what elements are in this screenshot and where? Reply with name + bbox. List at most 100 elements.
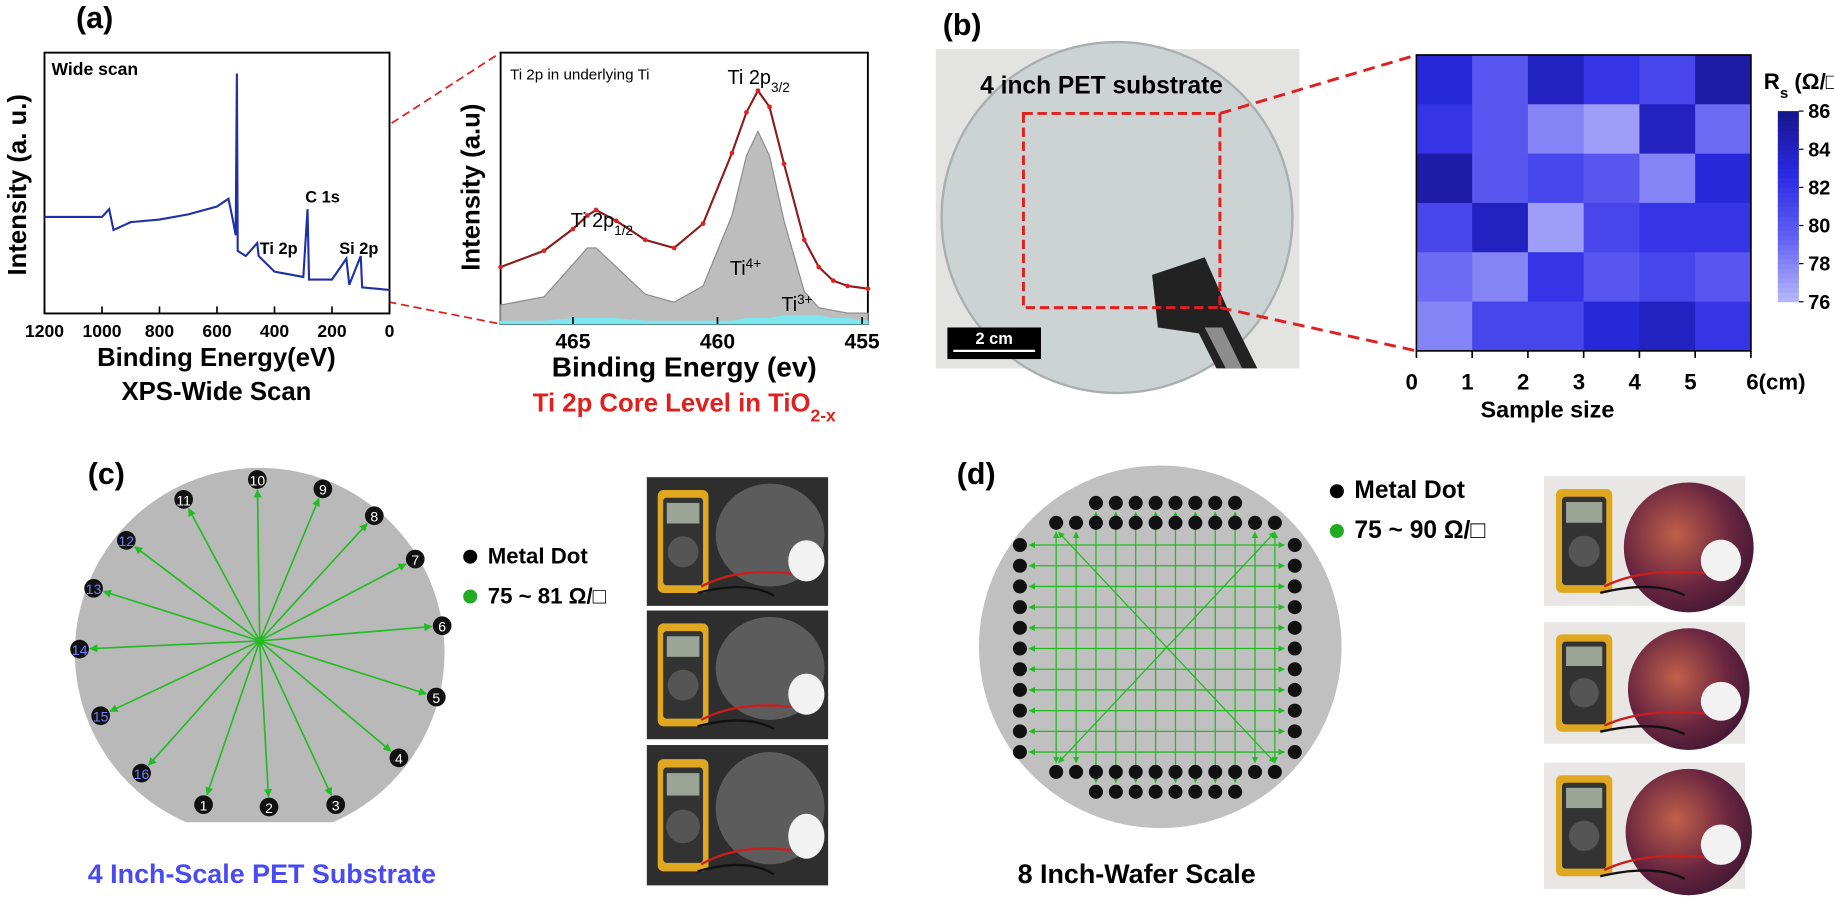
multimeter-dial [1569,678,1599,708]
heat-cell [1583,301,1640,352]
metal-dot [1088,495,1103,510]
colorbar-segment [1777,111,1799,117]
legend-text: 75 ~ 90 Ω/□ [1354,517,1485,544]
multimeter-screen [1566,787,1603,809]
colorbar-segment [1777,282,1799,288]
point [781,161,787,167]
metal-dot [1287,745,1302,760]
colorbar-segment [1777,268,1799,274]
legend-text: 75 ~ 81 Ω/□ [488,584,607,609]
colorbar-segment [1777,239,1799,246]
metal-dot [1088,764,1103,779]
area [500,315,869,325]
metal-dot [1208,784,1223,799]
measure-arrow [102,589,260,642]
panel-label: (b) [943,8,982,42]
glove [1700,681,1742,721]
center-dot [256,638,263,644]
measure-arrow [187,507,261,642]
colorbar-segment [1777,296,1799,303]
x-tick-label: 1000 [82,321,121,341]
probe-wire [697,719,775,730]
metal-dot [426,687,446,707]
legend-text: Metal Dot [1354,477,1464,504]
line [44,73,390,291]
metal-dot [1128,495,1143,510]
heat-cell [1416,54,1473,105]
metal-dot [70,639,89,659]
measure-arrow [89,640,260,653]
colorbar-segment [1777,115,1799,122]
x-tick-label: 800 [145,321,175,341]
annotation: Ti4+ [730,255,761,279]
dot-label: 8 [370,509,378,525]
metal-dot [1287,579,1302,594]
caption: 8 Inch-Wafer Scale [1018,859,1256,889]
heat-cell [1472,104,1529,154]
metal-dot [1049,515,1064,530]
colorbar-segment [1777,125,1799,131]
metal-dot [326,795,346,815]
colorbar-tick-label: 80 [1808,216,1830,238]
metal-dot [1108,515,1123,530]
x-tick-label: 600 [202,321,232,341]
probe-wire [1603,710,1705,727]
colorbar-tick-label: 82 [1808,177,1830,199]
metal-dot [194,795,213,815]
metal-dot [1208,764,1223,779]
scale-bar-bg [947,327,1041,360]
metal-dot [1287,538,1302,553]
metal-dot [91,706,110,726]
colorbar-segment [1777,206,1799,212]
x-tick-label: 400 [260,321,290,341]
metal-dot [1228,515,1243,530]
metal-dot [1148,495,1163,510]
colorbar-segment [1777,244,1799,250]
metal-dot [364,506,384,526]
point [755,88,761,93]
measure-arrow [134,546,261,642]
photo-label: 4 inch PET substrate [980,73,1223,100]
colorbar-segment [1777,201,1799,207]
x-tick-label: 5 [1684,369,1696,394]
multimeter-dial [667,536,699,568]
heat-cell [1695,104,1752,154]
text-part: Ti 2p [728,67,771,89]
text-part: 2-x [810,406,836,426]
text-part: Ti 2p [571,210,614,232]
probe-wire [1603,570,1705,588]
metal-dot [1287,724,1302,739]
metal-dot [1088,784,1103,799]
dot-label: 12 [119,533,135,549]
tweezer-handle [1152,257,1258,369]
text-part: 1/2 [614,222,633,237]
measure-arrow [259,563,407,642]
heat-cell [1416,202,1473,253]
x-tick-label: 465 [555,331,590,354]
legend-dot [1329,484,1344,499]
multimeter-dial [1568,820,1600,851]
multimeter-screen [666,773,700,796]
dot-label: 7 [411,552,419,568]
metal-dot [1012,724,1027,739]
heat-cell [1472,301,1529,352]
colorbar-segment [1777,144,1799,150]
colorbar-tick-label: 76 [1808,292,1830,314]
colorbar-segment [1777,235,1799,241]
measure-arrow [258,640,333,796]
metal-dot [1287,600,1302,615]
metal-dot [1012,558,1027,573]
colorbar-segment [1777,168,1799,174]
metal-dot [84,578,103,598]
heat-cell [1416,301,1473,352]
colorbar-segment [1777,249,1799,255]
point [865,286,871,292]
point [816,264,822,270]
colorbar-tick-label: 84 [1808,139,1830,161]
legend-text: Metal Dot [488,544,589,569]
colorbar-tick-label: 86 [1808,101,1830,123]
heat-cell [1639,54,1696,105]
metal-dot [1188,784,1203,799]
metal-dot [1267,515,1282,530]
